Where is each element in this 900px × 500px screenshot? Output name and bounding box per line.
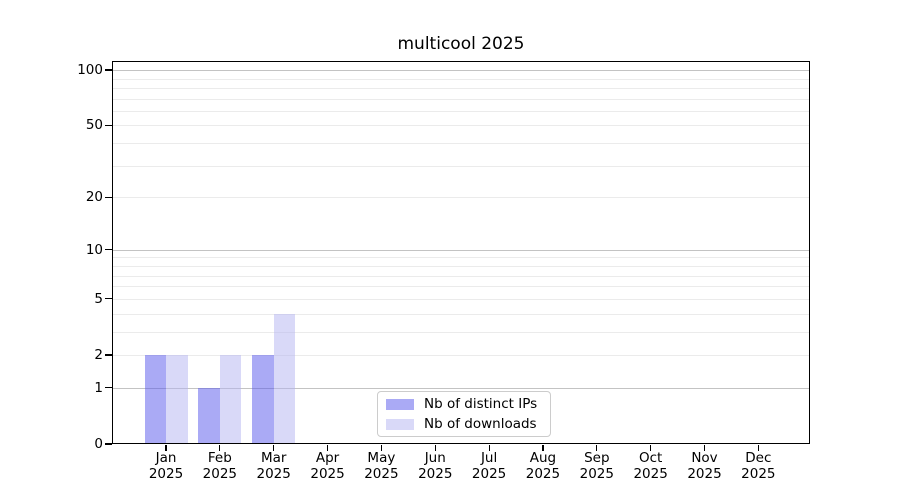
bar-mar-downloads — [273, 313, 296, 444]
gridline-minor-3 — [112, 331, 810, 333]
y-tick-100 — [105, 69, 112, 71]
chart-title: multicool 2025 — [397, 34, 525, 54]
legend-label-downloads: Nb of downloads — [424, 415, 537, 432]
x-tick-label-jun: Jun 2025 — [418, 450, 453, 482]
x-tick-label-aug: Aug 2025 — [525, 450, 561, 482]
y-tick-0 — [105, 443, 112, 445]
x-tick-mar — [273, 445, 275, 451]
plot-area — [112, 61, 810, 444]
x-tick-label-nov: Nov 2025 — [687, 450, 722, 482]
bar-feb-downloads — [219, 354, 242, 444]
gridline-minor-90 — [112, 78, 810, 80]
x-tick-aug — [542, 445, 544, 451]
gridline-major-100 — [112, 70, 810, 72]
y-tick-2 — [105, 354, 112, 356]
gridline-minor-7 — [112, 275, 810, 277]
x-tick-may — [380, 445, 382, 451]
y-tick-label-2: 2 — [94, 346, 103, 363]
gridline-minor-30 — [112, 165, 810, 167]
x-tick-label-mar: Mar 2025 — [256, 450, 291, 482]
gridline-minor-50 — [112, 125, 810, 127]
x-tick-label-sep: Sep 2025 — [579, 450, 614, 482]
legend-swatch-distinct-ips — [386, 398, 414, 410]
gridline-minor-5 — [112, 298, 810, 300]
gridline-minor-60 — [112, 110, 810, 112]
legend-item-distinct-ips: Nb of distinct IPs — [386, 396, 542, 413]
x-tick-jul — [488, 445, 490, 451]
y-tick-5 — [105, 298, 112, 300]
gridline-minor-70 — [112, 98, 810, 100]
gridline-minor-4 — [112, 313, 810, 315]
x-tick-label-dec: Dec 2025 — [741, 450, 776, 482]
y-tick-label-100: 100 — [77, 62, 103, 79]
y-tick-1 — [105, 387, 112, 389]
x-tick-jun — [434, 445, 436, 451]
bar-jan-downloads — [166, 354, 188, 444]
bar-feb-distinct-ips — [198, 387, 220, 444]
gridline-minor-40 — [112, 143, 810, 145]
gridline-minor-9 — [112, 257, 810, 259]
x-tick-nov — [703, 445, 706, 451]
x-tick-label-jul: Jul 2025 — [471, 450, 507, 482]
x-tick-apr — [326, 445, 329, 451]
y-tick-label-0: 0 — [94, 436, 103, 452]
x-tick-label-oct: Oct 2025 — [633, 450, 668, 482]
legend-label-distinct-ips: Nb of distinct IPs — [424, 395, 538, 412]
x-tick-label-jan: Jan 2025 — [148, 450, 184, 482]
gridline-major-10 — [112, 249, 810, 251]
gridline-minor-20 — [112, 197, 810, 199]
y-tick-label-20: 20 — [85, 189, 103, 206]
x-tick-label-feb: Feb 2025 — [202, 450, 238, 482]
x-tick-oct — [650, 445, 652, 451]
y-tick-label-5: 5 — [94, 290, 103, 307]
x-tick-label-apr: Apr 2025 — [310, 450, 345, 482]
bar-mar-distinct-ips — [252, 354, 274, 444]
y-tick-label-50: 50 — [85, 117, 103, 134]
y-tick-50 — [105, 124, 112, 127]
bar-jan-distinct-ips — [144, 354, 166, 444]
gridline-minor-8 — [112, 265, 810, 267]
y-tick-10 — [105, 249, 112, 251]
gridline-minor-2 — [112, 354, 810, 356]
legend-item-downloads: Nb of downloads — [386, 416, 542, 433]
legend-swatch-downloads — [386, 418, 414, 430]
y-tick-label-1: 1 — [94, 379, 103, 396]
gridline-major-1 — [112, 387, 810, 389]
x-tick-feb — [219, 445, 221, 451]
x-tick-sep — [596, 445, 598, 451]
x-tick-dec — [757, 445, 759, 451]
x-tick-jan — [165, 445, 167, 451]
gridline-minor-80 — [112, 87, 810, 89]
legend: Nb of distinct IPs Nb of downloads — [377, 391, 551, 437]
y-tick-20 — [105, 196, 112, 198]
x-tick-label-may: May 2025 — [364, 450, 399, 482]
y-tick-label-10: 10 — [85, 241, 103, 258]
gridline-minor-6 — [112, 286, 810, 288]
